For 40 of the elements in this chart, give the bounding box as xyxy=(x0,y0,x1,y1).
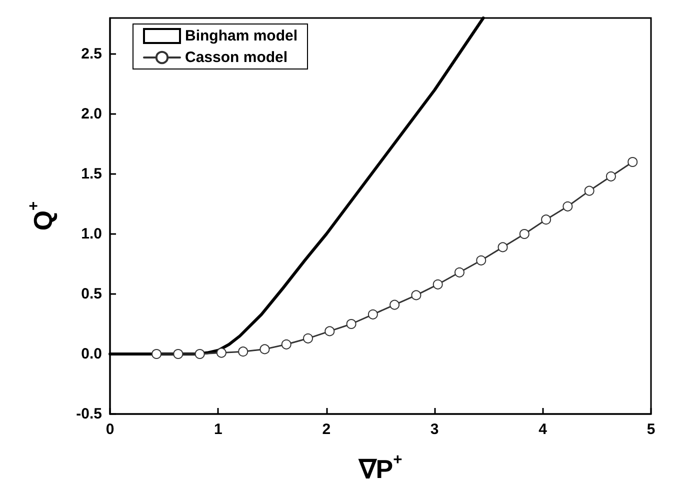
point xyxy=(152,349,162,359)
x-tick-label: 0 xyxy=(106,421,114,438)
x-tick-label: 3 xyxy=(430,421,439,438)
point xyxy=(173,349,184,359)
y-tick-label: -0.5 xyxy=(76,406,102,422)
point xyxy=(519,229,530,239)
y-tick-label: 0.5 xyxy=(81,286,102,302)
point xyxy=(432,279,443,290)
point xyxy=(260,344,270,354)
x-tick-label: 4 xyxy=(538,421,548,438)
point xyxy=(454,267,464,278)
point xyxy=(541,214,552,225)
point xyxy=(476,255,486,266)
x-tick-label: 5 xyxy=(646,421,656,438)
y-tick-label: 2.5 xyxy=(81,46,102,62)
y-tick-label: 2.0 xyxy=(81,106,102,122)
legend-label: Casson model xyxy=(185,49,288,66)
point xyxy=(628,157,638,167)
point xyxy=(368,309,378,320)
point xyxy=(216,348,226,358)
point xyxy=(411,290,422,300)
x-tick-label: 2 xyxy=(322,421,331,438)
point xyxy=(498,242,508,252)
x-axis-title: ∇P+ xyxy=(358,452,402,484)
y-tick-label: 0.0 xyxy=(81,346,102,362)
point xyxy=(324,326,335,336)
legend-label: Bingham model xyxy=(185,28,298,44)
point xyxy=(281,339,292,350)
point xyxy=(562,201,573,212)
point xyxy=(584,186,594,196)
x-tick-label: 1 xyxy=(214,421,222,438)
y-axis-title: Q+ xyxy=(25,201,58,231)
point xyxy=(390,300,400,310)
point xyxy=(303,333,314,344)
point xyxy=(194,349,205,359)
point xyxy=(238,346,248,357)
point xyxy=(346,319,356,329)
y-tick-label: 1.5 xyxy=(81,166,102,182)
y-tick-label: 1.0 xyxy=(81,226,102,242)
point xyxy=(606,171,616,182)
